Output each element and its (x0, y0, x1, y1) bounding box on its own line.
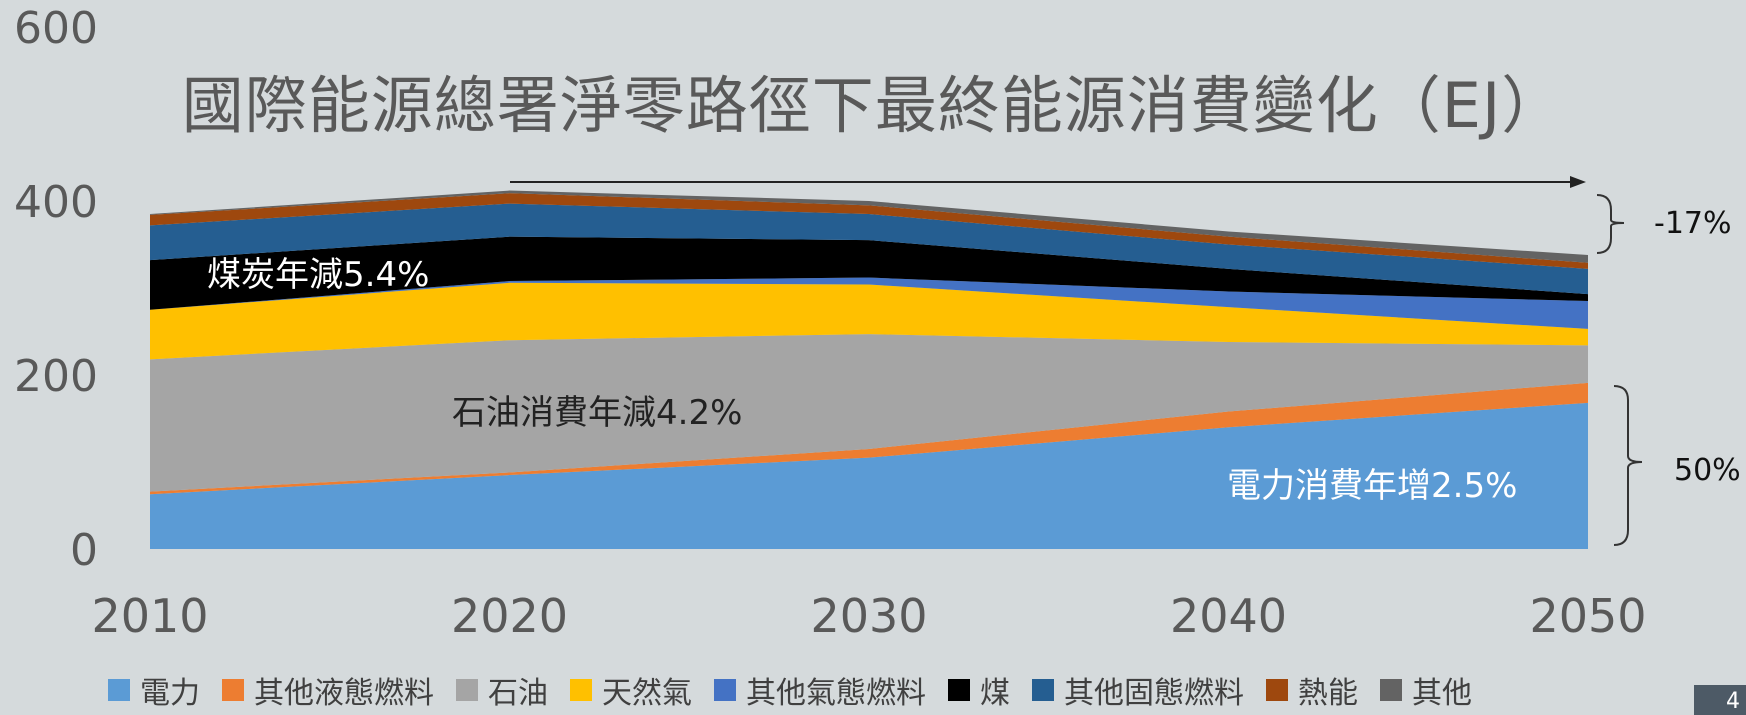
legend-swatch (108, 679, 130, 701)
x-tick-label: 2050 (1529, 589, 1646, 643)
legend-label: 煤 (980, 676, 1010, 711)
x-tick-label: 2030 (810, 589, 927, 643)
legend-item: 石油 (456, 668, 548, 712)
electricity-annotation: 電力消費年增2.5% (1227, 466, 1517, 506)
area-layers (150, 190, 1588, 549)
arrow-head (1570, 176, 1586, 188)
legend-item: 其他 (1380, 668, 1472, 712)
y-axis: 0 200 400 600 (14, 3, 98, 576)
y-tick-label: 600 (14, 3, 98, 54)
legend-label: 其他固態燃料 (1064, 676, 1244, 711)
legend-swatch (570, 679, 592, 701)
area-series-1 (150, 402, 1588, 549)
legend-item: 其他液態燃料 (222, 668, 434, 712)
legend-item: 煤 (948, 668, 1010, 712)
chart-title: 國際能源總署淨零路徑下最終能源消費變化（EJ） (181, 69, 1565, 142)
electricity-share-label: 50% (1674, 453, 1741, 488)
page-number-tab: 4 (1694, 685, 1746, 715)
area-series-9 (150, 190, 1588, 263)
page-number: 4 (1726, 689, 1740, 714)
y-tick-label: 200 (14, 351, 98, 402)
legend-label: 石油 (488, 676, 548, 711)
y-tick-label: 400 (14, 177, 98, 228)
legend-item: 其他固態燃料 (1032, 668, 1244, 712)
brace-electricity (1613, 385, 1643, 546)
area-series-6 (150, 236, 1588, 310)
legend-swatch (948, 679, 970, 701)
y-tick-label: 0 (70, 525, 98, 576)
coal-annotation: 煤炭年減5.4% (207, 255, 429, 295)
legend-swatch (714, 679, 736, 701)
legend-label: 其他 (1412, 676, 1472, 711)
x-tick-label: 2040 (1170, 589, 1287, 643)
area-series-7 (150, 203, 1588, 295)
legend: 電力 其他液態燃料 石油 天然氣 其他氣態燃料 煤 其他固態燃料 熱能 其他 (108, 668, 1494, 712)
legend-label: 其他氣態燃料 (746, 676, 926, 711)
legend-swatch (1380, 679, 1402, 701)
legend-swatch (222, 679, 244, 701)
total-change-label: -17% (1654, 206, 1732, 241)
legend-swatch (456, 679, 478, 701)
area-series-5 (150, 277, 1588, 329)
area-series-4 (150, 282, 1588, 360)
area-series-8 (150, 193, 1588, 269)
brace-total (1596, 194, 1625, 254)
legend-item: 天然氣 (570, 668, 692, 712)
area-series-3 (150, 334, 1588, 492)
legend-swatch (1032, 679, 1054, 701)
legend-label: 其他液態燃料 (254, 676, 434, 711)
legend-swatch (1266, 679, 1288, 701)
oil-annotation: 石油消費年減4.2% (452, 393, 742, 433)
x-tick-label: 2010 (91, 589, 208, 643)
legend-label: 熱能 (1298, 676, 1358, 711)
legend-item: 電力 (108, 668, 200, 712)
legend-item: 其他氣態燃料 (714, 668, 926, 712)
annotations: 煤炭年減5.4% 石油消費年減4.2% 電力消費年增2.5% -17% 50% (207, 176, 1741, 546)
legend-item: 熱能 (1266, 668, 1358, 712)
legend-label: 天然氣 (602, 676, 692, 711)
legend-label: 電力 (140, 676, 200, 711)
x-axis: 2010 2020 2030 2040 2050 (91, 589, 1646, 643)
x-tick-label: 2020 (451, 589, 568, 643)
